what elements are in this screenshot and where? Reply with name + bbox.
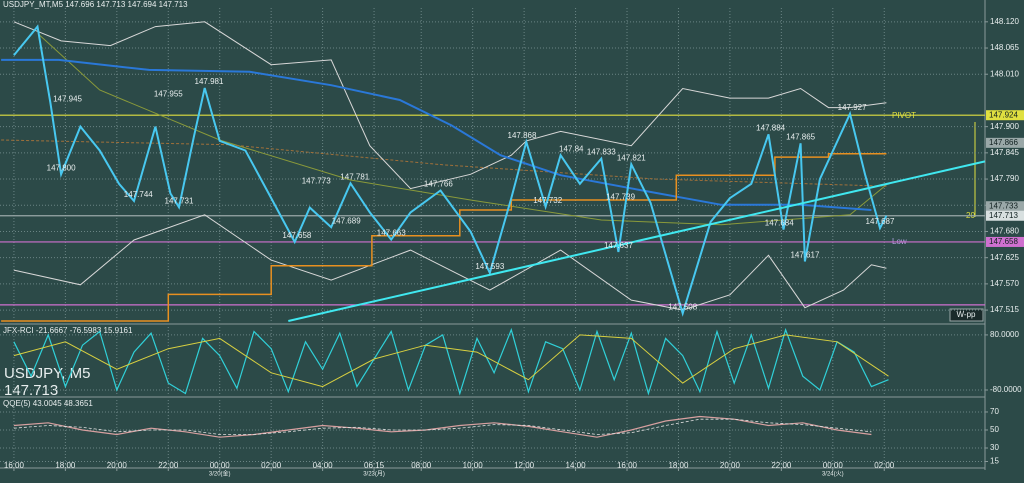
x-tick-label: 12:00 (514, 461, 535, 470)
swing-label: 147.981 (195, 77, 224, 86)
swing-label: 147.739 (606, 192, 635, 201)
panel-title: QQE(5) 43.0045 48.3651 (3, 399, 93, 408)
price-box-label: 147.713 (989, 211, 1018, 220)
x-tick-label: 22:00 (771, 461, 792, 470)
price-box (986, 137, 1024, 148)
y-tick-label: 147.625 (990, 253, 1019, 262)
swing-label: 147.766 (424, 180, 453, 189)
y-tick-label: 15 (990, 457, 999, 466)
price-box (986, 110, 1024, 121)
date-label: 3/20(金) (209, 470, 231, 478)
panel-title: JFX-RCI -21.6667 -76.5983 15.9161 (3, 326, 133, 335)
y-tick-label: 148.065 (990, 43, 1019, 52)
wpp-box (949, 308, 984, 322)
y-tick-label: 50 (990, 425, 999, 434)
series-line (13, 24, 888, 317)
swing-label: 147.955 (154, 90, 183, 99)
series-line (1, 139, 887, 187)
y-tick-label: 147.680 (990, 227, 1019, 236)
chart-title: USDJPY_MT,M5 147.696 147.713 147.694 147… (3, 0, 188, 9)
swing-label: 147.773 (302, 176, 331, 185)
y-tick-label: 147.515 (990, 305, 1019, 314)
x-tick-label: 20:00 (107, 461, 128, 470)
x-tick-label: 16:00 (617, 461, 638, 470)
swing-label: 147.617 (790, 251, 819, 260)
x-tick-label: 22:00 (158, 461, 179, 470)
y-tick-label: 147.845 (990, 148, 1019, 157)
x-tick-label: 02:00 (874, 461, 895, 470)
swing-label: 147.508 (668, 303, 697, 312)
y-tick-label: 148.120 (990, 17, 1019, 26)
x-tick-label: 10:00 (463, 461, 484, 470)
wpp-label: W-pp (957, 310, 977, 319)
x-tick-label: 04:00 (313, 461, 334, 470)
series-line (13, 415, 872, 438)
x-tick-label: 08:00 (411, 461, 432, 470)
x-tick-label: 18:00 (55, 461, 76, 470)
series-line (13, 214, 887, 311)
date-label: 3/24(火) (822, 471, 844, 478)
swing-label: 147.800 (47, 163, 76, 172)
series-line (39, 34, 887, 226)
price-box-label: 147.733 (989, 201, 1018, 210)
swing-label: 147.663 (377, 229, 406, 238)
price-box-label: 147.924 (989, 110, 1018, 119)
price-box-label: 147.866 (989, 138, 1018, 147)
x-tick-label: 20:00 (720, 461, 741, 470)
price-box (986, 210, 1024, 221)
swing-label: 147.884 (756, 123, 785, 132)
series-line (13, 21, 887, 190)
series-line (288, 160, 986, 322)
date-label: 3/23(月) (363, 471, 385, 478)
swing-label: 147.593 (475, 262, 504, 271)
swing-label: 147.744 (124, 190, 153, 199)
y-tick-label: -80.0000 (990, 385, 1022, 394)
series-line (13, 418, 872, 435)
y-tick-label: 30 (990, 443, 999, 452)
swing-label: 147.945 (53, 94, 82, 103)
y-tick-label: 70 (990, 407, 999, 416)
series-line (13, 334, 889, 388)
swing-label: 147.689 (332, 216, 361, 225)
symbol-overlay: USDJPY, M5 (4, 365, 90, 382)
swing-label: 147.833 (587, 148, 616, 157)
x-tick-label: 00:00 (210, 461, 231, 470)
price-box (986, 236, 1024, 247)
swing-label: 147.731 (165, 196, 194, 205)
swing-label: 147.637 (604, 241, 633, 250)
swing-label: 147.732 (533, 196, 562, 205)
swing-label: 147.868 (508, 131, 537, 140)
x-tick-label: 18:00 (668, 461, 689, 470)
swing-label: 147.927 (838, 103, 867, 112)
x-tick-label: 00:00 (823, 461, 844, 470)
x-tick-label: 06:15 (364, 461, 385, 470)
swing-label: 147.687 (866, 217, 895, 226)
last-price-overlay: 147.713 (4, 382, 58, 399)
series-line (1, 58, 872, 211)
swing-label: 147.821 (617, 153, 646, 162)
swing-label: 147.684 (765, 219, 794, 228)
swing-label: 147.84 (559, 144, 584, 153)
series-line (1, 153, 887, 322)
y-tick-label: 147.900 (990, 122, 1019, 131)
y-tick-label: 147.570 (990, 279, 1019, 288)
price-box-label: 147.658 (989, 237, 1018, 246)
x-tick-label: 16:00 (4, 461, 25, 470)
y-tick-label: 148.010 (990, 69, 1019, 78)
swing-label: 147.658 (282, 231, 311, 240)
x-tick-label: 02:00 (261, 461, 282, 470)
swing-label: 147.865 (786, 132, 815, 141)
series-line (13, 327, 889, 396)
x-tick-label: 14:00 (566, 461, 587, 470)
swing-label: 147.781 (340, 172, 369, 181)
price-box (986, 201, 1024, 212)
y-tick-label: 80.0000 (990, 330, 1019, 339)
y-tick-label: 147.790 (990, 174, 1019, 183)
